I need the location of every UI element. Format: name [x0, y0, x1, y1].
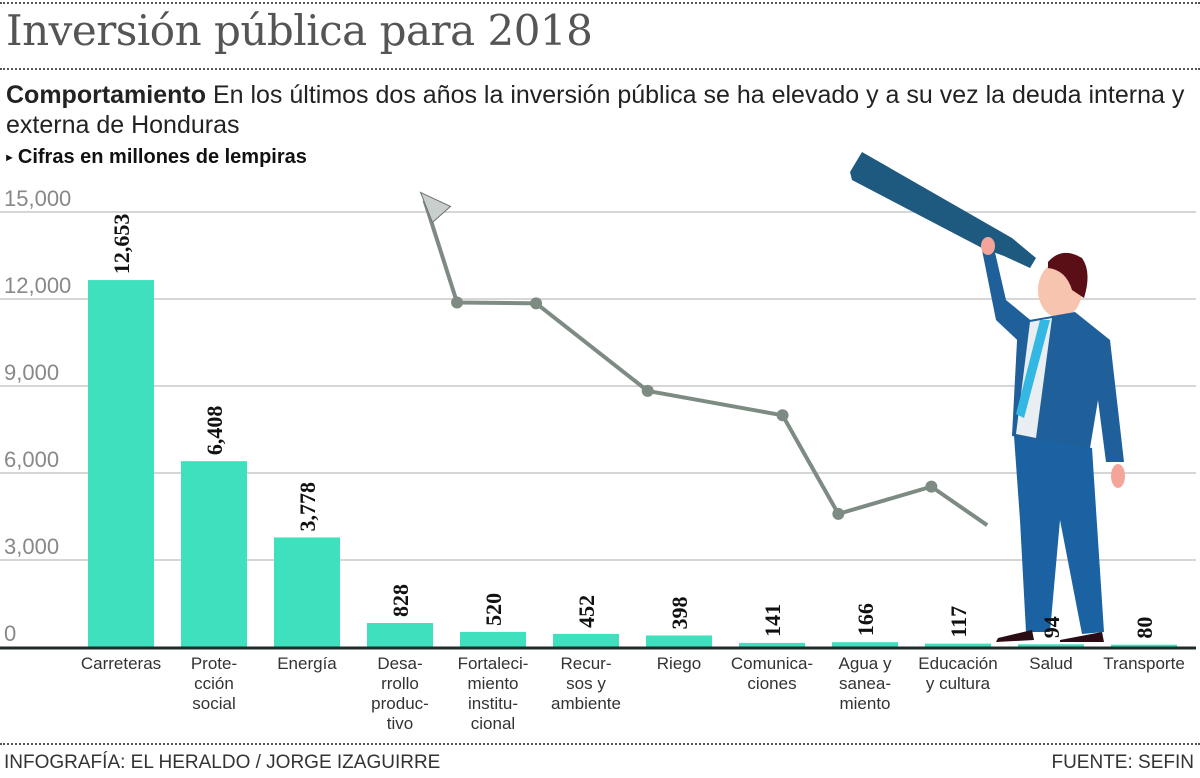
- data-labels: 12,653 6,408 3,778 828 520 452 398 141 166 117 94 8…: [109, 214, 1157, 639]
- y-tick-label: 9,000: [4, 360, 59, 385]
- category-label: Fortaleci- miento institu- cional: [457, 654, 529, 733]
- telescope-icon: [850, 152, 1036, 268]
- category-label: Desa- rrollo produc- tivo: [371, 654, 429, 733]
- category-label: Riego: [656, 654, 702, 673]
- chart-title: Inversión pública para 2018: [6, 6, 593, 55]
- bar: [1111, 644, 1177, 647]
- subtitle-bold: Comportamiento: [6, 81, 206, 109]
- y-tick-label: 3,000: [4, 534, 59, 559]
- bar: [274, 537, 340, 647]
- category-label: Comunica- ciones: [730, 654, 814, 693]
- data-label: 452: [574, 595, 599, 628]
- data-label: 141: [760, 604, 785, 637]
- bar: [832, 642, 898, 647]
- y-tick-label: 12,000: [4, 273, 71, 298]
- data-label: 80: [1132, 617, 1157, 639]
- data-label: 3,778: [295, 482, 320, 532]
- y-tick-label: 0: [4, 621, 16, 646]
- trend-arrow: [419, 191, 989, 527]
- category-label: Salud: [1029, 654, 1073, 673]
- left-shoe: [996, 630, 1034, 642]
- data-label: 520: [481, 593, 506, 626]
- footer-dotted-rule: [0, 743, 1200, 745]
- data-label: 398: [667, 596, 692, 629]
- y-tick-labels: 0 3,000 6,000 9,000 12,000 15,000: [4, 186, 71, 646]
- bar: [553, 633, 619, 647]
- raised-hand: [981, 237, 995, 255]
- chart-subtitle: Comportamiento En los últimos dos años l…: [6, 80, 1186, 140]
- bar: [1018, 644, 1084, 647]
- bars: [88, 280, 1177, 647]
- trend-point: [530, 297, 543, 310]
- trend-point: [832, 507, 845, 520]
- trend-point: [641, 384, 654, 397]
- tie-icon: [1016, 320, 1050, 418]
- data-label: 828: [388, 584, 413, 617]
- trend-point: [925, 480, 938, 493]
- bar: [646, 635, 712, 647]
- hair: [1048, 252, 1088, 298]
- subtitle-text: En los últimos dos años la inversión púb…: [6, 81, 1185, 139]
- category-label: Agua y sanea- miento: [838, 654, 892, 713]
- data-label: 117: [946, 606, 971, 638]
- category-label: Educación y cultura: [918, 654, 998, 693]
- title-dotted-rule: [0, 68, 1200, 70]
- trend-line: [422, 199, 989, 527]
- trend-point: [451, 296, 464, 309]
- arrowhead-icon: [419, 191, 452, 224]
- bar: [181, 461, 247, 647]
- y-tick-label: 15,000: [4, 186, 71, 211]
- trend-point: [776, 409, 789, 422]
- credit-line: INFOGRAFÍA: EL HERALDO / JORGE IZAGUIRRE: [4, 752, 441, 773]
- y-tick-label: 6,000: [4, 447, 59, 472]
- category-label: Carreteras: [80, 654, 162, 673]
- data-label: 166: [853, 603, 878, 636]
- bar: [925, 643, 991, 647]
- category-label: Energía: [277, 654, 337, 673]
- top-dotted-rule: [0, 2, 1200, 4]
- unit-note-text: Cifras en millones de lempiras: [17, 146, 307, 168]
- bar: [739, 642, 805, 647]
- triangle-bullet-icon: ►: [4, 151, 15, 164]
- businessman-telescope-illustration: [850, 152, 1125, 642]
- bar: [88, 280, 154, 647]
- source-line: FUENTE: SEFIN: [1051, 752, 1194, 773]
- category-label: Prote- cción social: [190, 654, 238, 713]
- right-shoe: [1060, 632, 1104, 642]
- data-label: 94: [1039, 616, 1064, 638]
- trousers: [1014, 436, 1104, 634]
- category-label: Recur- sos y ambiente: [551, 654, 621, 713]
- data-label: 6,408: [202, 406, 227, 456]
- hanging-hand: [1111, 464, 1125, 488]
- unit-note: ► Cifras en millones de lempiras: [4, 146, 307, 169]
- category-label: Transporte: [1103, 654, 1185, 673]
- data-label: 12,653: [109, 214, 134, 275]
- bar: [460, 631, 526, 647]
- bar: [367, 622, 433, 647]
